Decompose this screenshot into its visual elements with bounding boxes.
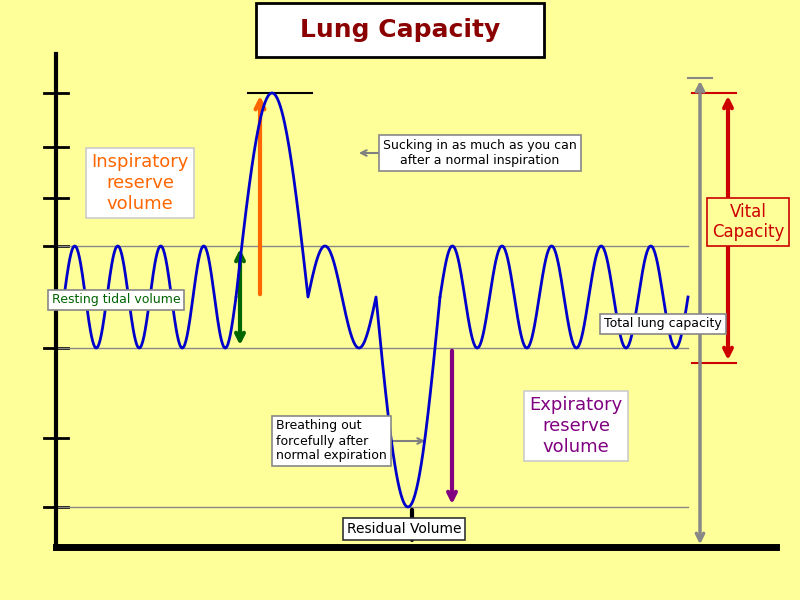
Text: Breathing out
forcefully after
normal expiration: Breathing out forcefully after normal ex… xyxy=(276,419,386,463)
Text: Residual Volume: Residual Volume xyxy=(346,522,462,536)
Text: Lung Capacity: Lung Capacity xyxy=(300,18,500,42)
Text: Vital
Capacity: Vital Capacity xyxy=(712,203,784,241)
Text: Resting tidal volume: Resting tidal volume xyxy=(52,293,180,307)
FancyBboxPatch shape xyxy=(256,3,544,57)
Text: Total lung capacity: Total lung capacity xyxy=(604,317,722,331)
Text: Expiratory
reserve
volume: Expiratory reserve volume xyxy=(530,396,622,456)
Text: Inspiratory
reserve
volume: Inspiratory reserve volume xyxy=(91,153,189,213)
Text: Sucking in as much as you can
after a normal inspiration: Sucking in as much as you can after a no… xyxy=(383,139,577,167)
